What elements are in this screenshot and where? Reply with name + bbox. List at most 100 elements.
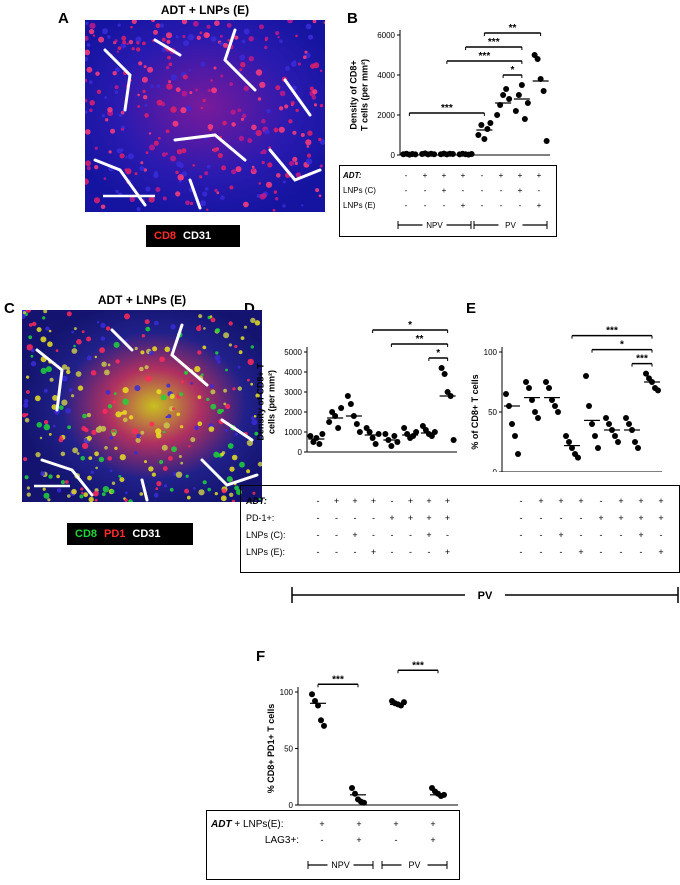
cell-dot	[273, 190, 278, 194]
data-point	[586, 403, 592, 409]
cell-dot	[225, 403, 231, 409]
table-cell: +	[389, 513, 394, 523]
cell-dot	[98, 36, 105, 43]
cell-dot	[87, 475, 92, 481]
cell-dot	[176, 412, 181, 417]
cell-dot	[89, 22, 96, 29]
cell-dot	[181, 148, 187, 154]
table-cell: -	[321, 835, 324, 845]
cell-dot	[305, 158, 313, 165]
table-cell: +	[638, 530, 643, 540]
cell-dot	[200, 106, 204, 110]
y-tick-label: 2000	[284, 408, 302, 417]
y-tick-label: 50	[284, 745, 293, 754]
y-tick-label: 0	[298, 448, 303, 457]
table-cell: -	[560, 513, 563, 523]
y-axis-label: % CD8+ PD1+ T cells	[266, 704, 276, 794]
cell-dot	[159, 356, 165, 363]
cell-dot	[107, 363, 111, 367]
cell-dot	[153, 492, 159, 498]
data-point	[623, 415, 629, 421]
data-point	[494, 112, 501, 118]
cell-dot	[114, 90, 119, 94]
cell-dot	[141, 76, 148, 83]
cell-dot	[185, 105, 192, 112]
data-point	[515, 451, 521, 457]
cell-dot	[85, 21, 89, 26]
cell-dot	[282, 204, 286, 208]
table-cell: -	[405, 186, 408, 195]
table-cell: -	[660, 530, 663, 540]
y-tick-label: 100	[280, 688, 294, 697]
cell-dot	[318, 137, 322, 142]
cell-dot	[115, 411, 122, 418]
micrograph-a-title: ADT + LNPs (E)	[160, 3, 250, 17]
table-cell: +	[578, 547, 583, 557]
panel-label-f: F	[256, 648, 266, 665]
cell-dot	[235, 166, 242, 173]
cell-dot	[58, 437, 64, 443]
cell-dot	[60, 451, 66, 457]
data-point	[388, 443, 395, 449]
cell-dot	[211, 87, 217, 94]
group-label: PV	[408, 860, 420, 870]
table-cell: -	[409, 547, 412, 557]
cell-dot	[76, 452, 80, 455]
significance-label: ***	[441, 103, 453, 114]
cell-dot	[68, 388, 73, 392]
pv-bracket-label: PV	[478, 590, 493, 602]
data-point	[372, 441, 379, 447]
table-cell: -	[462, 186, 465, 195]
cell-dot	[196, 35, 201, 40]
table-cell: -	[391, 530, 394, 540]
cell-dot	[209, 384, 214, 389]
cell-dot	[181, 20, 188, 25]
data-point	[318, 717, 324, 724]
cell-dot	[88, 456, 93, 460]
cell-dot	[234, 485, 240, 491]
panel-label-e: E	[466, 300, 477, 317]
cell-dot	[150, 84, 154, 88]
cell-dot	[97, 321, 100, 324]
cell-dot	[105, 118, 109, 122]
cell-dot	[85, 35, 89, 41]
cell-dot	[138, 61, 143, 66]
table-cell: -	[354, 547, 357, 557]
cell-dot	[128, 499, 133, 502]
cell-dot	[92, 34, 96, 37]
data-point	[391, 433, 398, 439]
cell-dot	[172, 120, 179, 127]
table-cell: +	[638, 513, 643, 523]
cell-dot	[67, 425, 71, 430]
cell-dot	[85, 110, 88, 114]
cell-dot	[136, 207, 141, 212]
table-cell: -	[520, 547, 523, 557]
table-cell: -	[540, 530, 543, 540]
cell-dot	[40, 336, 47, 343]
cell-dot	[190, 381, 194, 385]
cell-dot	[102, 28, 108, 35]
cell-dot	[258, 497, 261, 501]
cell-dot	[85, 129, 91, 135]
cell-dot	[208, 426, 215, 432]
cell-dot	[155, 23, 161, 29]
cell-dot	[139, 166, 145, 171]
table-cell: +	[461, 201, 466, 210]
cell-dot	[178, 392, 184, 397]
cell-dot	[225, 368, 228, 372]
cell-dot	[295, 108, 299, 113]
cell-dot	[125, 339, 128, 342]
data-point	[534, 56, 541, 62]
cell-dot	[110, 128, 116, 134]
cell-dot	[258, 182, 262, 185]
cell-dot	[214, 20, 220, 26]
cell-dot	[239, 54, 245, 61]
cell-dot	[32, 321, 37, 327]
cell-dot	[124, 168, 128, 171]
cell-dot	[44, 420, 49, 425]
cell-dot	[170, 324, 176, 330]
data-point	[503, 391, 509, 397]
cell-dot	[66, 369, 71, 375]
data-point	[382, 431, 389, 437]
cell-dot	[107, 35, 111, 39]
